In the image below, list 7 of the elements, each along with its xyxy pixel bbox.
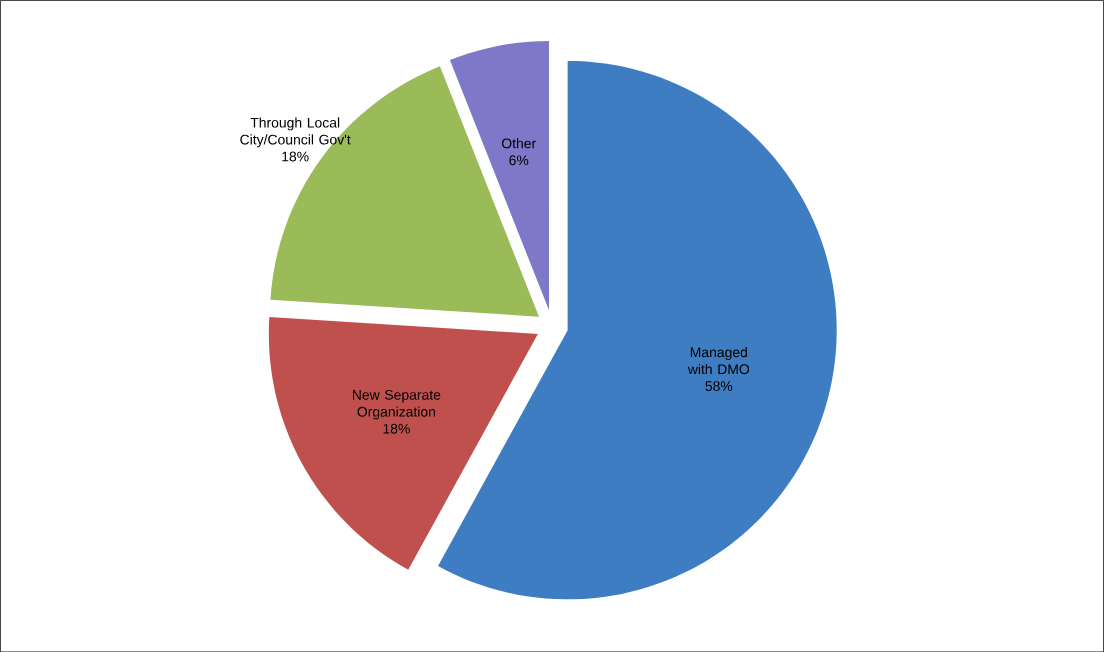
- data-label: 6%: [509, 155, 529, 166]
- data-label: 18%: [383, 423, 410, 434]
- data-label: 58%: [705, 381, 733, 391]
- data-label: 18%: [282, 151, 309, 162]
- slice-label: Other: [501, 137, 536, 149]
- slice-label: Managed with DMO: [687, 346, 750, 374]
- slice-label: New Separate Organization: [352, 389, 441, 420]
